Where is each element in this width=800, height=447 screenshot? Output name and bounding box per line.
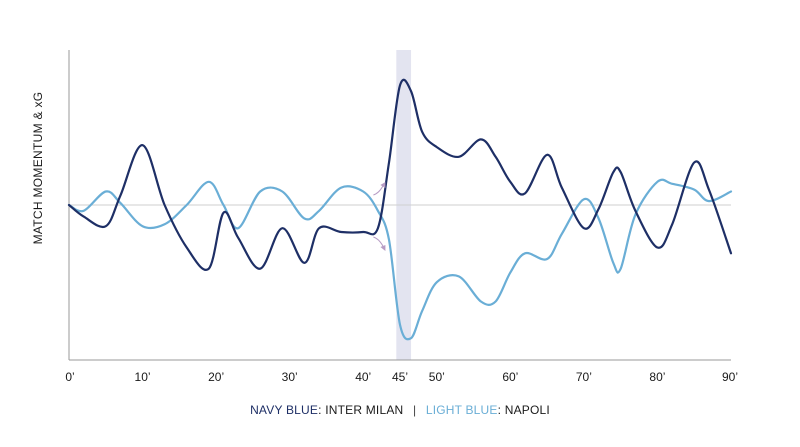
x-tick-label: 30’: [282, 370, 298, 384]
x-tick-label: 40’: [355, 370, 371, 384]
series-line-napoli: [67, 178, 733, 341]
x-tick-label: 45’: [392, 370, 408, 384]
x-tick-label: 90’: [722, 370, 738, 384]
legend-separator: |: [412, 403, 417, 417]
series-line-inter-milan: [67, 78, 733, 271]
x-tick-labels: 0’ 10’ 20’ 30’ 40’ 45’ 50’ 60’ 70’ 80’ 90’: [65, 370, 738, 384]
x-tick-label: 20’: [208, 370, 224, 384]
x-tick-label: 50’: [429, 370, 445, 384]
arrow-down-head-icon: [380, 245, 386, 251]
legend-napoli-color-label: LIGHT BLUE: [425, 403, 498, 417]
legend-napoli-team: : NAPOLI: [497, 403, 550, 417]
arrow-down-icon: [373, 236, 384, 248]
x-tick-label: 80’: [649, 370, 665, 384]
legend-inter-team: : INTER MILAN: [318, 403, 404, 417]
arrow-up-head-icon: [380, 182, 386, 188]
x-tick-label: 10’: [135, 370, 151, 384]
x-tick-label: 70’: [576, 370, 592, 384]
legend: NAVY BLUE: INTER MILAN | LIGHT BLUE: NAP…: [0, 403, 800, 417]
series-layer: [67, 78, 733, 341]
x-tick-label: 0’: [65, 370, 74, 384]
momentum-shift-arrows: [373, 182, 386, 251]
legend-inter-color-label: NAVY BLUE: [250, 403, 319, 417]
y-axis-label: MATCH MOMENTUM & xG: [31, 91, 45, 245]
x-tick-label: 60’: [502, 370, 518, 384]
arrow-up-icon: [373, 184, 384, 196]
